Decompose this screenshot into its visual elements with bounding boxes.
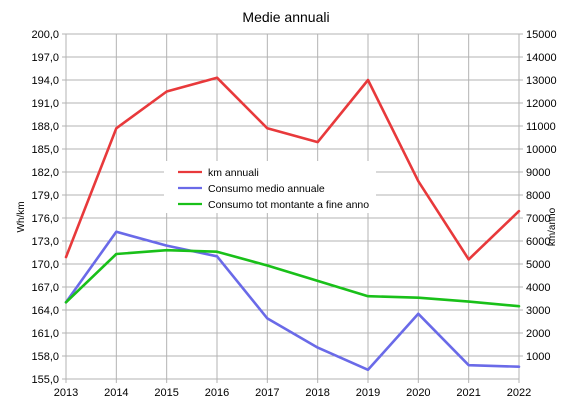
x-tick-label: 2018	[305, 387, 329, 399]
y2-tick-label: 9000	[526, 167, 550, 179]
y-tick-label: 167,0	[31, 282, 59, 294]
series-line-0	[64, 76, 521, 261]
x-tick-label: 2016	[205, 387, 229, 399]
series-line-2	[64, 248, 521, 308]
y-tick-label: 191,0	[31, 98, 59, 110]
y-tick-label: 194,0	[31, 75, 59, 87]
legend-label: km annuali	[208, 167, 259, 179]
series-lines	[64, 76, 521, 372]
y2-tick-label: 5000	[526, 259, 550, 271]
legend: km annuali Consumo medio annuale Consumo t…	[164, 161, 376, 213]
y2-tick-label: 10000	[526, 144, 557, 156]
y2-tick-label: 6000	[526, 236, 550, 248]
y-axis-title: Wh/km	[16, 201, 27, 232]
y-tick-label: 164,0	[31, 305, 59, 317]
y-tick-label: 182,0	[31, 167, 59, 179]
x-tick-label: 2022	[507, 387, 531, 399]
y-tick-label: 173,0	[31, 236, 59, 248]
x-tick-label: 2015	[154, 387, 178, 399]
x-tick-label: 2021	[456, 387, 480, 399]
y-tick-label: 158,0	[31, 351, 59, 363]
y2-tick-label: 8000	[526, 190, 550, 202]
y-tick-label: 170,0	[31, 259, 59, 271]
plot-frame	[65, 33, 520, 380]
plot-area-border	[65, 33, 520, 380]
x-tick-label: 2014	[104, 387, 128, 399]
x-axis-ticks: 2013 2014 2015 2016 2017 2018 2019 2020 2021 2022	[54, 379, 531, 399]
y2-tick-label: 4000	[526, 282, 550, 294]
y2-tick-label: 3000	[526, 305, 550, 317]
x-tick-label: 2013	[54, 387, 78, 399]
y2-tick-label: 1000	[526, 351, 550, 363]
x-tick-label: 2020	[406, 387, 430, 399]
y2-tick-label: 2000	[526, 328, 550, 340]
grid	[65, 33, 520, 380]
legend-label: Consumo tot montante a fine anno	[208, 199, 369, 211]
chart-title: Medie annuali	[242, 9, 329, 25]
y-tick-label: 155,0	[31, 374, 59, 386]
y2-tick-label: 15000	[526, 29, 557, 41]
y-tick-label: 197,0	[31, 52, 59, 64]
y-tick-label: 179,0	[31, 190, 59, 202]
y2-tick-label: 14000	[526, 52, 557, 64]
x-tick-label: 2019	[356, 387, 380, 399]
y-tick-label: 161,0	[31, 328, 59, 340]
series-line-1	[64, 230, 521, 372]
x-tick-label: 2017	[255, 387, 279, 399]
y2-axis-title: km/anno	[547, 207, 558, 246]
y2-axis-ticks: 1000 2000 3000 4000 5000 6000 7000 8000 9000 1000…	[519, 29, 557, 363]
y2-tick-label: 7000	[526, 213, 550, 225]
y2-tick-label: 11000	[526, 121, 556, 133]
y2-tick-label: 13000	[526, 75, 557, 87]
y-axis-ticks: 155,0 158,0 161,0 164,0 167,0 170,0 173,0 176,0…	[31, 29, 66, 386]
legend-label: Consumo medio annuale	[208, 183, 325, 195]
y2-tick-label: 12000	[526, 98, 557, 110]
y-tick-label: 188,0	[31, 121, 59, 133]
y-tick-label: 200,0	[31, 29, 59, 41]
y-tick-label: 176,0	[31, 213, 59, 225]
y-tick-label: 185,0	[31, 144, 59, 156]
